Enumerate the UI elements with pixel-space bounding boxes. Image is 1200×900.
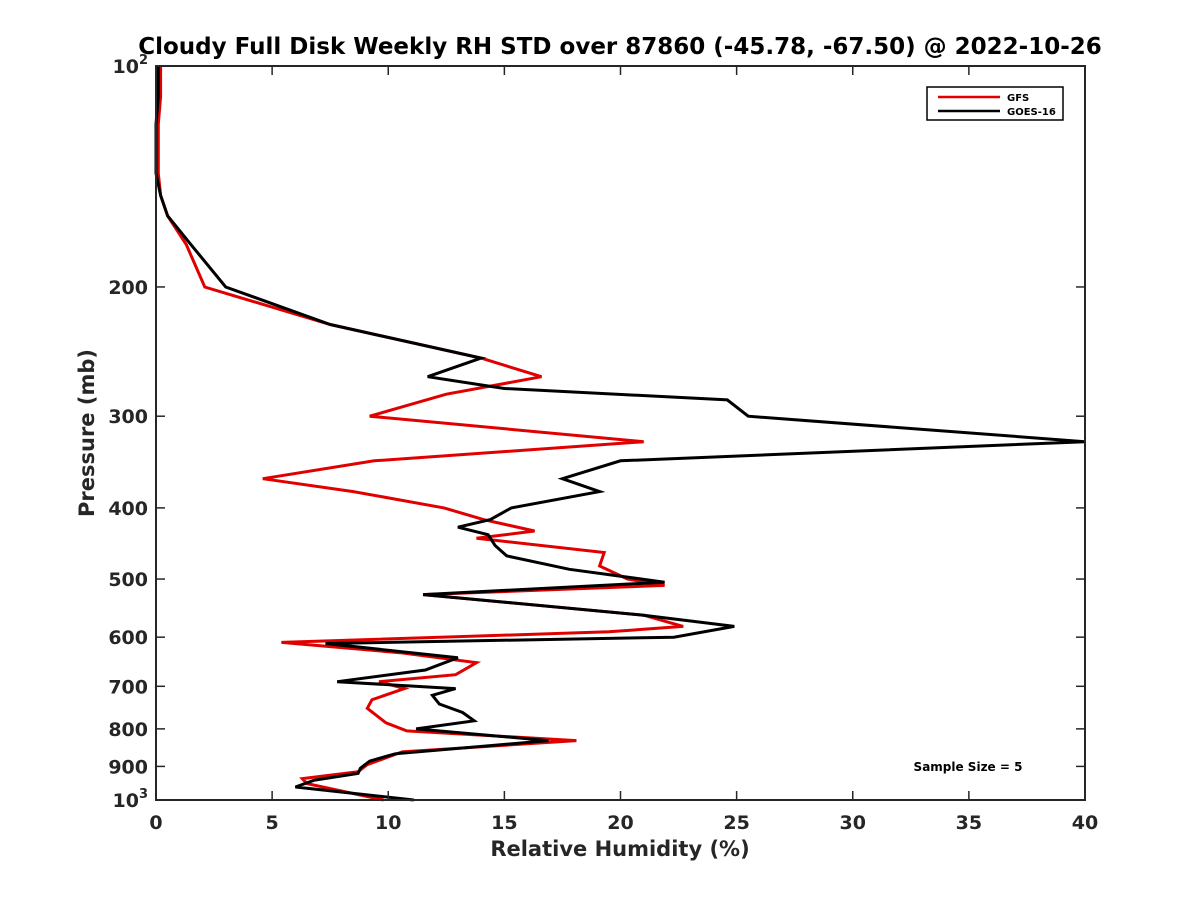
y-tick-label: 103 (113, 787, 149, 812)
legend-box (926, 86, 1064, 121)
x-tick-label: 40 (1072, 812, 1098, 834)
sample-size-annotation: Sample Size = 5 (914, 760, 1023, 774)
y-tick-label: 600 (108, 627, 148, 649)
y-tick-label: 500 (108, 569, 148, 591)
x-tick-label: 20 (607, 812, 633, 834)
legend-label-gfs: GFS (1007, 93, 1029, 104)
x-axis-label: Relative Humidity (%) (490, 837, 749, 861)
y-tick-label: 200 (108, 277, 148, 299)
y-tick-label: 900 (108, 756, 148, 778)
chart-title: Cloudy Full Disk Weekly RH STD over 8786… (138, 34, 1102, 60)
series-line-goes-16 (154, 66, 1086, 802)
x-tick-label: 35 (956, 812, 982, 834)
y-tick-label: 102 (113, 53, 149, 78)
x-tick-label: 25 (723, 812, 749, 834)
x-axis: 0 5 10 15 20 25 30 35 40 (149, 66, 1098, 834)
y-tick-label: 300 (108, 406, 148, 428)
x-tick-label: 30 (840, 812, 866, 834)
y-tick-label: 400 (108, 498, 148, 520)
x-tick-label: 15 (491, 812, 517, 834)
x-tick-label: 0 (149, 812, 162, 834)
y-axis-label: Pressure (mb) (75, 349, 99, 517)
series-line-gfs (156, 66, 684, 802)
x-tick-label: 5 (266, 812, 279, 834)
y-tick-label: 800 (108, 719, 148, 741)
legend: GFS GOES-16 (926, 86, 1064, 121)
y-axis: 102 200 300 400 500 600 700 800 900 103 (108, 53, 1085, 812)
y-tick-label: 700 (108, 676, 148, 698)
plot-series (154, 66, 1086, 802)
legend-label-goes-16: GOES-16 (1007, 107, 1056, 118)
x-tick-label: 10 (375, 812, 401, 834)
